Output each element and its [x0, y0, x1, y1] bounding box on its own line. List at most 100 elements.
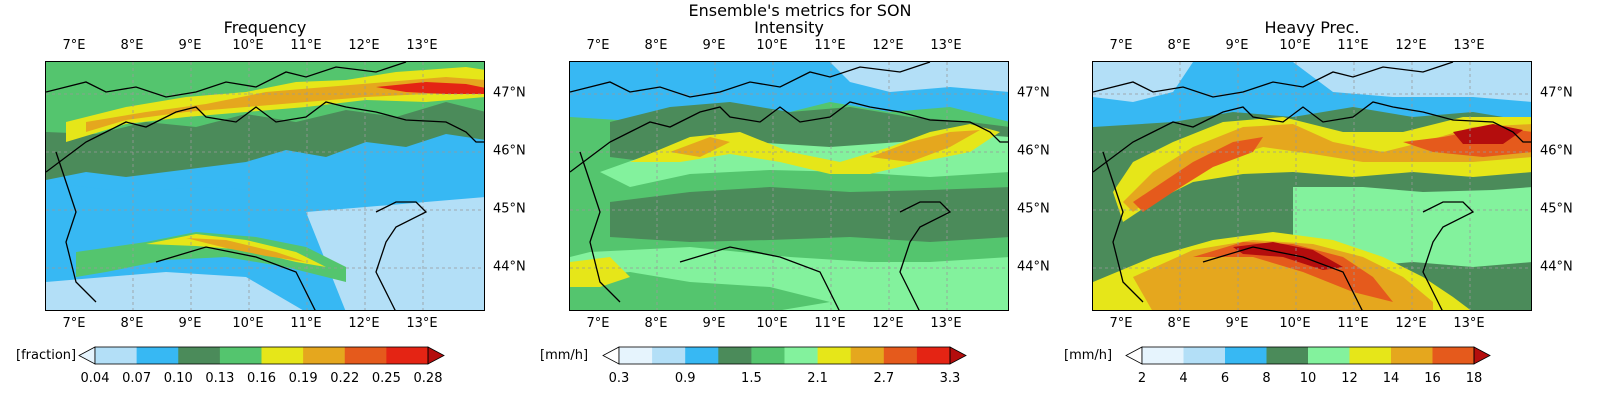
lon-label-top: 10°E	[232, 38, 264, 53]
lon-label-bottom: 11°E	[814, 316, 846, 331]
region-south-light	[46, 272, 303, 310]
lat-label: 46°N	[1540, 143, 1573, 159]
colorbar-tick-label: 0.04	[80, 371, 110, 386]
colorbar-tick-label: 0.3	[608, 371, 630, 386]
region-apennine-green	[76, 232, 346, 282]
lon-label-bottom: 12°E	[348, 316, 380, 331]
lon-label-bottom: 13°E	[930, 316, 962, 331]
lon-label-bottom: 12°E	[1395, 316, 1427, 331]
borders	[1093, 62, 1531, 310]
colorbar-tick-label: 0.13	[205, 371, 235, 386]
colorbar-under-extend	[78, 346, 96, 365]
colorbar-bin	[136, 347, 179, 364]
colorbar	[78, 346, 445, 365]
colorbar-tick-label: 14	[1382, 371, 1400, 386]
colorbar-outline	[94, 346, 429, 365]
lon-label-bottom: 9°E	[702, 316, 726, 331]
lon-label-bottom: 10°E	[232, 316, 264, 331]
lon-label-top: 12°E	[348, 38, 380, 53]
lon-label-top: 8°E	[1167, 38, 1191, 53]
colorbar-bin	[1183, 347, 1226, 364]
region-plain-dark	[610, 187, 1008, 242]
colorbar-tick-label: 0.9	[674, 371, 696, 386]
colorbar-tick-label: 2.7	[873, 371, 895, 386]
colorbar-tick-label: 0.07	[122, 371, 152, 386]
lat-label: 44°N	[1540, 259, 1573, 275]
colorbar-unit: [mm/h]	[540, 348, 589, 363]
colorbar-bin	[1308, 347, 1350, 364]
region-alps-darkred	[1453, 124, 1523, 144]
lat-label: 44°N	[1017, 259, 1050, 275]
lat-label: 46°N	[493, 143, 526, 159]
colorbar-outline	[1141, 346, 1475, 365]
colorbar-tick-label: 0.25	[371, 371, 401, 386]
colorbar-bin	[178, 347, 221, 364]
colorbar-bin	[261, 347, 304, 364]
colorbar-tick-label: 8	[1262, 371, 1271, 386]
lon-label-top: 9°E	[178, 38, 202, 53]
colorbar-over-extend	[949, 346, 967, 365]
lon-label-bottom: 8°E	[120, 316, 144, 331]
lon-label-bottom: 11°E	[1337, 316, 1369, 331]
lon-label-top: 7°E	[586, 38, 610, 53]
colorbar-bin	[1225, 347, 1267, 364]
colorbar-under-extend	[602, 346, 620, 365]
colorbar-tick-label: 10	[1299, 371, 1317, 386]
colorbar-tick-label: 0.22	[330, 371, 360, 386]
lon-label-top: 11°E	[814, 38, 846, 53]
borders	[570, 62, 1008, 310]
colorbar-bin	[95, 347, 138, 364]
panel-intensity: Intensity	[524, 0, 1050, 400]
lon-label-top: 10°E	[756, 38, 788, 53]
colorbar-bin	[652, 347, 686, 364]
lon-label-bottom: 11°E	[290, 316, 322, 331]
colorbar-tick-label: 3.3	[939, 371, 961, 386]
panel-title: Heavy Prec.	[1264, 18, 1360, 37]
colorbar-bin	[685, 347, 719, 364]
region-apennine-red	[1193, 242, 1393, 302]
lon-label-bottom: 13°E	[406, 316, 438, 331]
colorbar-bin	[916, 347, 951, 364]
colorbar-bin	[1266, 347, 1309, 364]
lon-label-bottom: 13°E	[1453, 316, 1485, 331]
region-alps-orange	[86, 77, 484, 132]
colorbar-bin	[344, 347, 387, 364]
lon-label-top: 12°E	[872, 38, 904, 53]
lon-label-top: 9°E	[702, 38, 726, 53]
gridlines	[1093, 62, 1531, 310]
colorbar-unit: [mm/h]	[1064, 348, 1113, 363]
lat-label: 46°N	[1017, 143, 1050, 159]
gridlines	[46, 62, 484, 310]
lon-label-bottom: 8°E	[1167, 316, 1191, 331]
colorbar-tick-label: 0.10	[163, 371, 193, 386]
lon-label-bottom: 8°E	[644, 316, 668, 331]
borders	[46, 62, 484, 310]
lon-label-bottom: 7°E	[1109, 316, 1133, 331]
lon-label-top: 13°E	[930, 38, 962, 53]
colorbar-tick-label: 0.28	[413, 371, 443, 386]
lat-label: 45°N	[1017, 201, 1050, 217]
colorbar	[602, 346, 967, 365]
lon-label-bottom: 10°E	[1279, 316, 1311, 331]
figure-title: Ensemble's metrics for SON	[688, 1, 912, 20]
colorbar-bin	[1349, 347, 1392, 364]
lon-label-top: 9°E	[1225, 38, 1249, 53]
map-intensity	[569, 61, 1009, 311]
region-east-plain	[306, 197, 484, 310]
colorbar-bin	[850, 347, 885, 364]
lon-label-bottom: 9°E	[1225, 316, 1249, 331]
panel-title: Frequency	[223, 18, 307, 37]
lat-label: 45°N	[1540, 201, 1573, 217]
colorbar-over-extend	[427, 346, 445, 365]
colorbar-tick-label: 2.1	[807, 371, 828, 386]
colorbar-tick-label: 6	[1220, 371, 1230, 386]
lon-label-top: 11°E	[1337, 38, 1369, 53]
colorbar-bin	[386, 347, 429, 364]
colorbar-bin	[219, 347, 262, 364]
colorbar-unit: [fraction]	[16, 348, 77, 363]
region-apennine-orange	[186, 238, 306, 262]
lon-label-bottom: 10°E	[756, 316, 788, 331]
lon-label-top: 7°E	[62, 38, 86, 53]
map-heavy-prec	[1092, 61, 1532, 311]
lon-label-bottom: 12°E	[872, 316, 904, 331]
